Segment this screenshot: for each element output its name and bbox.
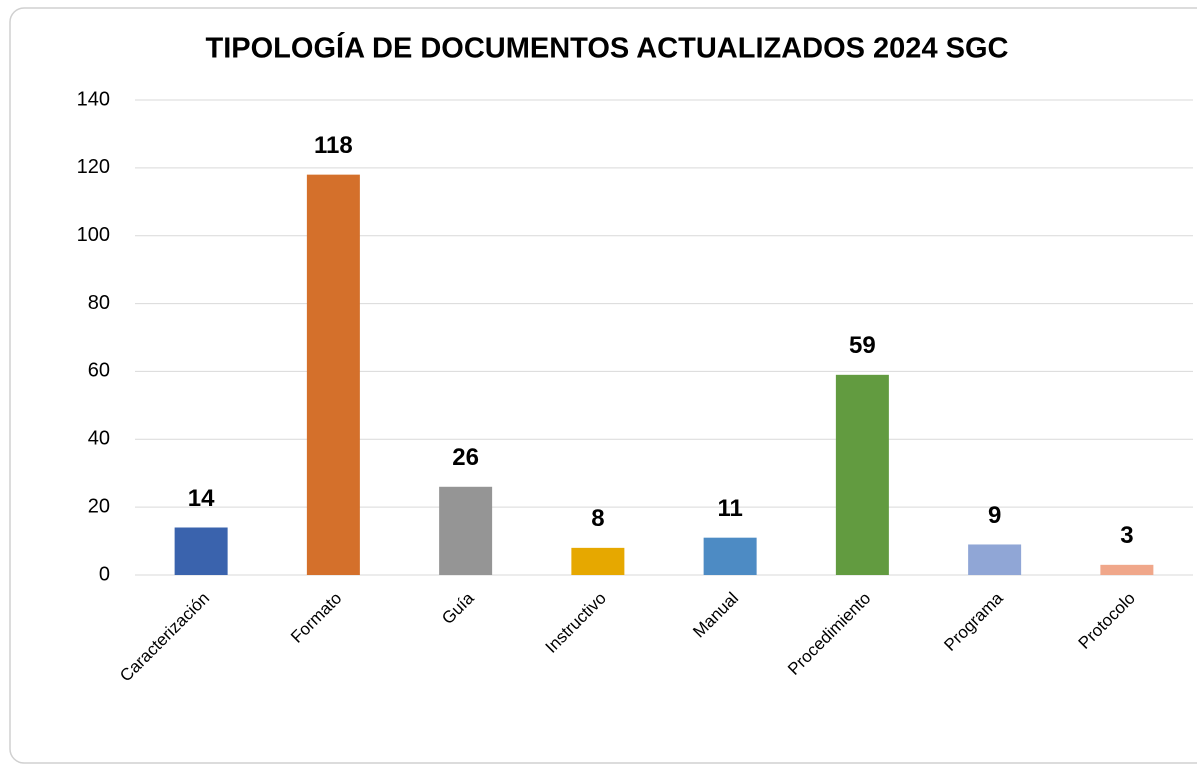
y-tick-label: 0: [99, 563, 110, 585]
data-label: 118: [314, 132, 353, 159]
data-label: 9: [988, 502, 1001, 529]
data-label: 11: [717, 495, 742, 522]
y-tick-label: 140: [77, 88, 110, 110]
y-tick-label: 80: [88, 292, 110, 314]
data-label: 3: [1120, 522, 1133, 549]
chart-title: TIPOLOGÍA DE DOCUMENTOS ACTUALIZADOS 202…: [206, 31, 1009, 65]
bar: [174, 527, 228, 575]
data-label: 8: [591, 505, 604, 532]
bar: [1100, 564, 1154, 575]
bar: [306, 174, 360, 575]
data-label: 26: [452, 444, 479, 471]
y-tick-label: 60: [88, 360, 110, 382]
bar: [571, 547, 625, 575]
bar: [703, 537, 757, 575]
bar: [968, 544, 1022, 575]
bar: [835, 374, 889, 575]
data-label: 59: [849, 332, 876, 359]
chart-frame: [9, 7, 1197, 764]
y-tick-label: 40: [88, 428, 110, 450]
data-label: 14: [188, 485, 215, 512]
y-tick-label: 100: [77, 224, 110, 246]
y-tick-label: 20: [88, 495, 110, 517]
y-tick-label: 120: [77, 156, 110, 178]
bar: [439, 486, 493, 575]
